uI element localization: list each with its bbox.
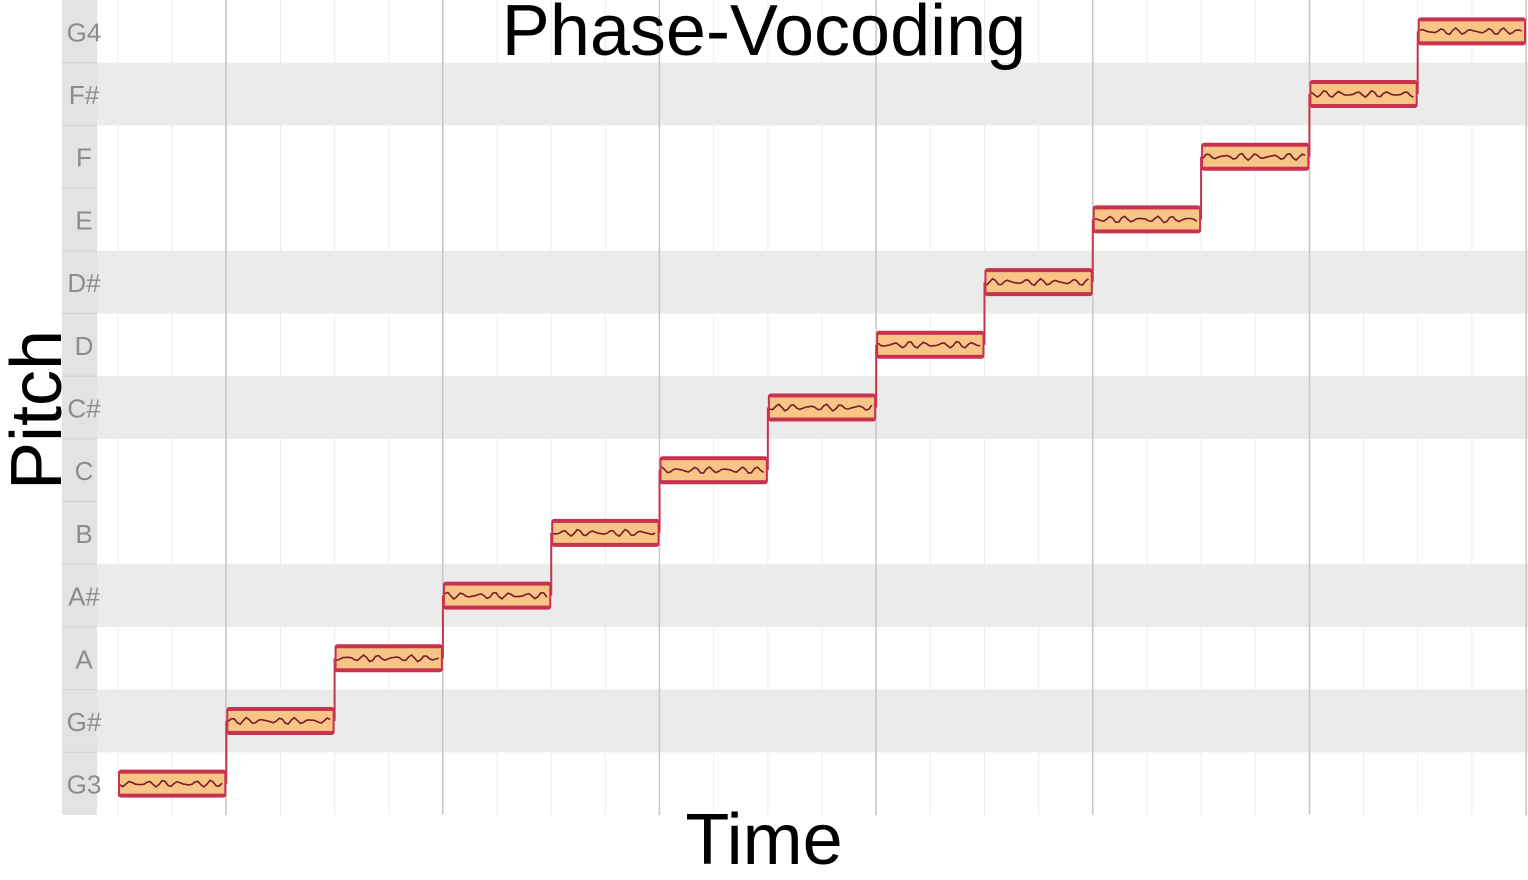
y-tick-label: G3 bbox=[67, 770, 102, 800]
pitch-band-shaded bbox=[97, 564, 1528, 627]
note-step bbox=[1308, 80, 1418, 157]
note-pitch-trace bbox=[444, 591, 548, 601]
note-pitch-trace bbox=[227, 716, 331, 726]
y-axis-label: Pitch bbox=[0, 329, 77, 491]
y-tick-label: A bbox=[75, 644, 93, 674]
note-steps bbox=[118, 17, 1526, 798]
note-step bbox=[441, 581, 552, 659]
note-step bbox=[118, 769, 227, 798]
note-pitch-trace bbox=[1094, 215, 1198, 224]
y-tick-label: C# bbox=[67, 394, 101, 424]
pitch-band-shaded bbox=[97, 62, 1528, 126]
note-step bbox=[333, 644, 443, 721]
y-tick-label: C bbox=[75, 456, 94, 486]
note-pitch-trace bbox=[1310, 89, 1414, 99]
note-harmonics bbox=[1419, 21, 1524, 42]
y-tick-label: D bbox=[75, 331, 94, 361]
note-step bbox=[1416, 17, 1526, 95]
note-pitch-trace bbox=[553, 528, 656, 538]
note-pitch-trace bbox=[1202, 152, 1306, 162]
note-step bbox=[983, 268, 1093, 345]
note-harmonics bbox=[1203, 146, 1308, 167]
y-tick-label: B bbox=[75, 519, 92, 549]
note-step bbox=[875, 330, 985, 408]
note-harmonics bbox=[444, 585, 550, 606]
pitch-band-shaded bbox=[97, 250, 1528, 314]
y-tick-label: F bbox=[76, 143, 92, 173]
note-harmonics bbox=[986, 272, 1091, 293]
note-harmonics bbox=[878, 334, 983, 355]
note-step bbox=[1091, 205, 1202, 283]
note-harmonics bbox=[228, 710, 333, 731]
chart-title: Phase-Vocoding bbox=[501, 0, 1027, 71]
note-pitch-trace bbox=[769, 403, 873, 412]
y-tick-label: F# bbox=[69, 80, 100, 110]
y-tick-label: E bbox=[75, 205, 92, 235]
y-tick-label: A# bbox=[68, 582, 100, 612]
y-tick-label: D# bbox=[67, 268, 101, 298]
note-step bbox=[225, 706, 335, 784]
note-step bbox=[1200, 142, 1310, 220]
note-pitch-trace bbox=[119, 779, 223, 789]
x-axis-label: Time bbox=[685, 800, 843, 880]
note-pitch-trace bbox=[660, 465, 764, 475]
note-pitch-trace bbox=[877, 340, 981, 350]
y-tick-label: G# bbox=[67, 707, 102, 737]
note-step bbox=[658, 456, 768, 533]
note-pitch-trace bbox=[1419, 26, 1522, 36]
note-pitch-trace bbox=[985, 277, 1089, 287]
pitch-label-strip bbox=[62, 0, 97, 815]
note-pitch-trace bbox=[336, 653, 439, 663]
note-step bbox=[550, 518, 660, 596]
note-harmonics bbox=[120, 773, 225, 794]
pitch-axis: G3 G# A A# B C C# D D# E F F# G4 bbox=[62, 17, 102, 800]
time-grid bbox=[117, 0, 1527, 815]
y-tick-label: G4 bbox=[67, 17, 102, 47]
note-harmonics bbox=[1311, 84, 1416, 105]
note-step bbox=[766, 393, 877, 471]
note-harmonics bbox=[553, 522, 658, 543]
